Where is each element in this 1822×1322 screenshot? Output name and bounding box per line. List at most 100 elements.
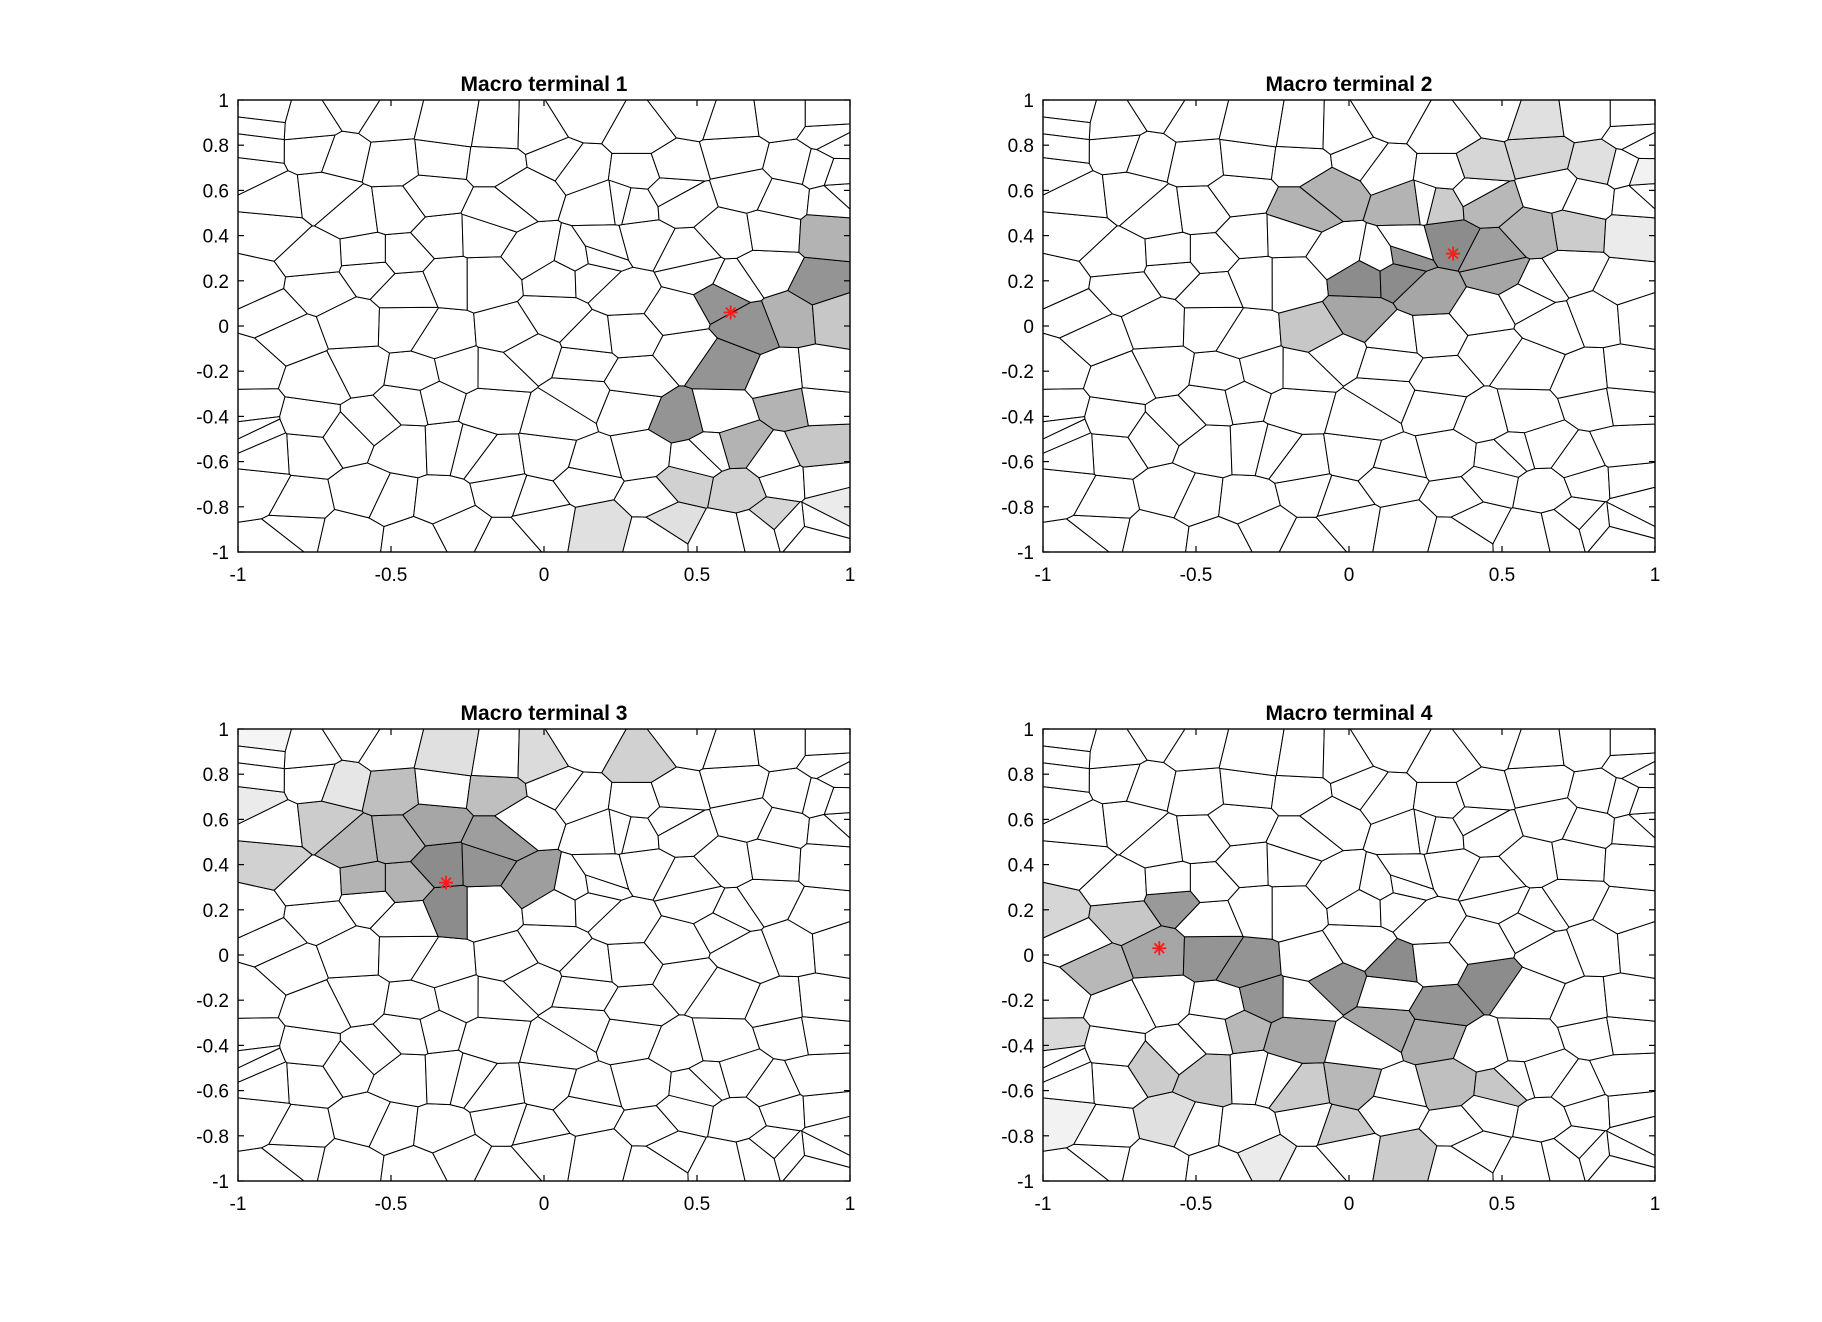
x-tick-label: -1	[230, 1194, 247, 1215]
y-tick-label: 0.2	[203, 901, 229, 922]
mesh-cell	[470, 99, 520, 150]
y-tick-label: -0.6	[196, 453, 229, 474]
mesh-cell	[1413, 808, 1437, 855]
mesh-cell	[1606, 1016, 1656, 1056]
mesh-cell	[1498, 283, 1556, 325]
terminal-marker	[723, 305, 738, 320]
y-tick-label: 0.4	[203, 856, 230, 877]
y-tick-label: 0.2	[203, 272, 229, 293]
mesh-cell	[1042, 133, 1090, 164]
y-tick-label: 0	[1023, 946, 1034, 967]
y-tick-label: -0.6	[1001, 1082, 1034, 1103]
mesh-cell	[1606, 387, 1656, 427]
y-tick-label: -0.6	[196, 1082, 229, 1103]
mesh-cell	[449, 423, 498, 480]
mesh-cell	[1558, 99, 1611, 144]
y-tick-label: 0.6	[1008, 810, 1034, 831]
y-tick-label: 0.4	[1008, 227, 1035, 248]
mesh-cell	[1609, 728, 1656, 756]
y-tick-label: -0.2	[196, 991, 229, 1012]
mesh	[1042, 99, 1656, 553]
x-tick-label: 1	[845, 1194, 856, 1215]
shaded-mesh-cell	[798, 214, 851, 263]
mesh-cell	[797, 972, 851, 1022]
mesh-cell	[608, 808, 632, 855]
terminal-marker	[1152, 941, 1167, 956]
y-tick-label: -0.8	[1001, 1127, 1034, 1148]
y-tick-label: -1	[1017, 543, 1034, 564]
mesh-cell	[237, 133, 285, 164]
mesh-cell	[1462, 809, 1524, 858]
x-tick-label: 0	[1344, 565, 1355, 586]
panel-title: Macro terminal 4	[1266, 702, 1433, 725]
mesh-cell	[1275, 728, 1325, 779]
y-tick-label: 0.2	[1008, 901, 1034, 922]
y-tick-label: 0.2	[1008, 272, 1034, 293]
x-tick-label: -0.5	[1180, 565, 1213, 586]
x-tick-label: 0.5	[684, 565, 710, 586]
panel-title: Macro terminal 2	[1266, 73, 1433, 96]
mesh-cell	[1254, 1052, 1303, 1109]
mesh-cell	[804, 728, 851, 756]
y-tick-label: 0.4	[203, 227, 230, 248]
x-tick-label: 0.5	[1489, 565, 1515, 586]
x-tick-label: -1	[1035, 1194, 1052, 1215]
panel-1: -1 -0.5 0 0.5 1 1 0.8 0.6 0.4 0.2 0 -0.2 -0.4 -0.6 -0.…	[196, 73, 855, 586]
x-tick-label: 0	[1344, 1194, 1355, 1215]
panel-title: Macro terminal 1	[461, 73, 628, 96]
y-tick-label: -0.2	[1001, 991, 1034, 1012]
y-tick-label: 0.8	[1008, 765, 1034, 786]
y-tick-label: 0	[218, 317, 229, 338]
x-tick-label: -1	[230, 565, 247, 586]
shaded-mesh-cell	[413, 728, 480, 777]
shaded-mesh-cell	[361, 767, 419, 817]
y-tick-label: -0.4	[196, 407, 229, 428]
x-tick-label: 0.5	[684, 1194, 710, 1215]
y-tick-label: -0.6	[1001, 453, 1034, 474]
y-tick-label: 0.6	[203, 810, 229, 831]
mesh-cell	[693, 912, 751, 954]
mesh-cell	[688, 431, 731, 472]
y-tick-label: 1	[218, 720, 229, 741]
shaded-mesh-cell	[1603, 214, 1656, 263]
terminal-marker	[439, 875, 454, 890]
mesh-cell	[1166, 138, 1224, 188]
y-tick-label: 1	[1023, 720, 1034, 741]
y-tick-label: 0.8	[203, 136, 229, 157]
panel-4: -1 -0.5 0 0.5 1 1 0.8 0.6 0.4 0.2 0 -0.2 -0.4 -0.6 -0.…	[1001, 702, 1660, 1215]
y-tick-label: -0.8	[196, 498, 229, 519]
mesh-cell	[1603, 843, 1656, 892]
shaded-mesh-cell	[1462, 180, 1524, 229]
mesh-cell	[804, 99, 851, 127]
y-tick-label: 0.6	[1008, 181, 1034, 202]
terminal-marker	[1446, 246, 1461, 261]
mesh-cell	[608, 179, 632, 226]
mesh-cell	[1218, 728, 1285, 777]
mesh-cell	[753, 728, 806, 773]
y-tick-label: -0.2	[196, 362, 229, 383]
mesh-cell	[1275, 99, 1325, 150]
mesh-cell	[688, 1060, 731, 1101]
y-tick-label: -1	[1017, 1172, 1034, 1193]
y-tick-label: -0.2	[1001, 362, 1034, 383]
y-tick-label: 0	[218, 946, 229, 967]
y-tick-label: -1	[212, 1172, 229, 1193]
x-tick-label: 0.5	[1489, 1194, 1515, 1215]
mesh-cell	[1166, 767, 1224, 817]
mesh-cell	[470, 728, 520, 779]
y-tick-label: -0.4	[196, 1036, 229, 1057]
x-tick-label: -0.5	[375, 1194, 408, 1215]
mesh-cell	[657, 180, 719, 229]
x-tick-label: -0.5	[375, 565, 408, 586]
y-tick-label: -0.8	[1001, 498, 1034, 519]
y-tick-label: 0.8	[1008, 136, 1034, 157]
mesh-cell	[1042, 762, 1090, 793]
x-tick-label: 1	[1650, 1194, 1661, 1215]
panel-3: -1 -0.5 0 0.5 1 1 0.8 0.6 0.4 0.2 0 -0.2 -0.4 -0.6 -0.…	[196, 702, 855, 1215]
x-tick-label: 0	[539, 565, 550, 586]
mesh-cell	[361, 138, 419, 188]
y-tick-label: 1	[1023, 91, 1034, 112]
mesh	[1042, 728, 1656, 1182]
mesh-cell	[237, 762, 285, 793]
